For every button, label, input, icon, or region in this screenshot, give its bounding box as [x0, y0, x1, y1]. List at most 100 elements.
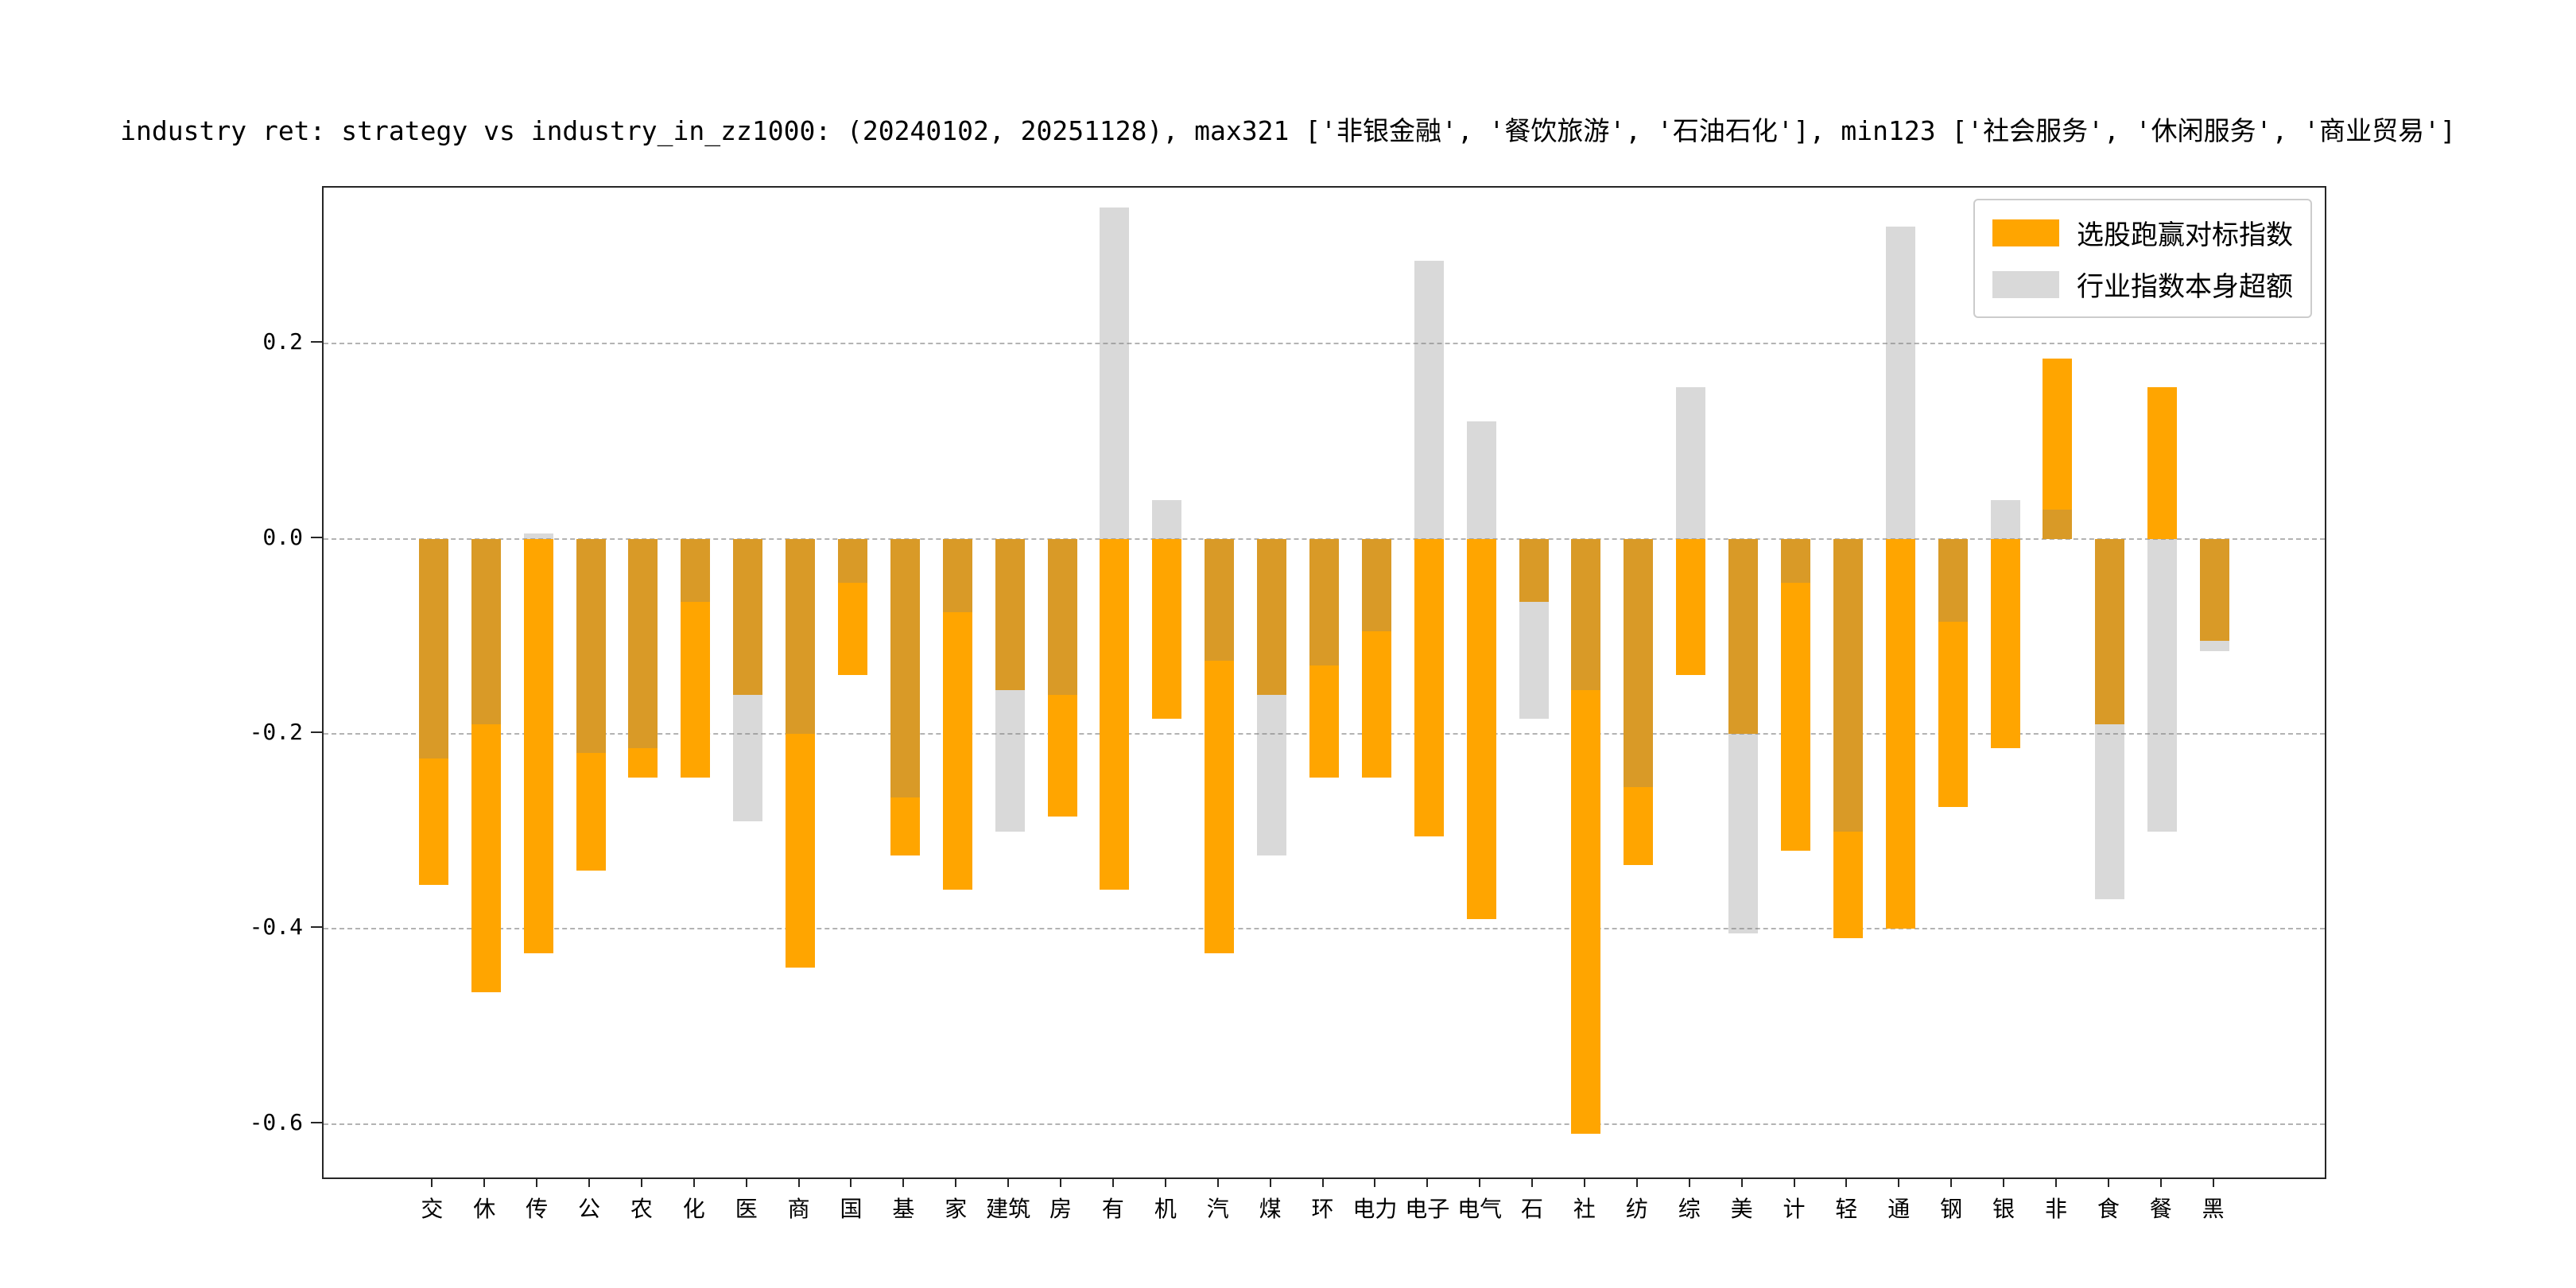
x-tick-label-轻: 轻: [1835, 1196, 1858, 1222]
bar-选股跑赢对标指数-电力: [1361, 538, 1391, 778]
bar-行业指数本身超额-纺: [1624, 538, 1654, 788]
x-tick-mark: [1479, 1177, 1481, 1187]
x-tick-mark: [2159, 1177, 2162, 1187]
bar-行业指数本身超额-社: [1571, 538, 1601, 690]
x-tick-label-基: 基: [892, 1196, 915, 1222]
x-tick-mark: [1583, 1177, 1585, 1187]
bar-行业指数本身超额-休: [471, 538, 501, 724]
x-tick-label-电气: 电气: [1457, 1196, 1503, 1222]
gridline--0.6: [324, 1123, 2325, 1125]
bar-行业指数本身超额-轻: [1833, 538, 1863, 832]
bar-选股跑赢对标指数-建筑: [995, 538, 1025, 690]
bar-行业指数本身超额-黑: [2200, 538, 2230, 651]
x-tick-mark: [1216, 1177, 1219, 1187]
x-tick-mark: [1635, 1177, 1638, 1187]
x-tick-label-机: 机: [1154, 1196, 1177, 1222]
bar-选股跑赢对标指数-银: [1990, 538, 2020, 749]
bar-行业指数本身超额-基: [890, 538, 920, 797]
gridline--0.4: [324, 928, 2325, 930]
bar-行业指数本身超额-餐: [2147, 538, 2178, 832]
x-tick-mark: [1845, 1177, 1848, 1187]
x-tick-label-有: 有: [1101, 1196, 1124, 1222]
y-tick-label-0.2: 0.2: [262, 328, 303, 355]
bar-行业指数本身超额-机: [1152, 499, 1182, 539]
x-tick-label-电力: 电力: [1352, 1196, 1398, 1222]
legend-label-strategy: 选股跑赢对标指数: [2077, 219, 2293, 251]
bar-选股跑赢对标指数-有: [1100, 538, 1130, 890]
x-tick-mark: [1531, 1177, 1534, 1187]
x-tick-label-公: 公: [578, 1196, 601, 1222]
bar-行业指数本身超额-房: [1047, 538, 1077, 695]
bar-行业指数本身超额-公: [576, 538, 606, 754]
x-tick-label-石: 石: [1521, 1196, 1544, 1222]
y-tick-label-0.0: 0.0: [262, 523, 303, 550]
x-tick-label-房: 房: [1049, 1196, 1073, 1222]
x-tick-mark: [1164, 1177, 1166, 1187]
x-tick-mark: [745, 1177, 747, 1187]
x-tick-mark: [1793, 1177, 1795, 1187]
bar-选股跑赢对标指数-计: [1781, 538, 1810, 852]
x-tick-mark: [1111, 1177, 1114, 1187]
bar-选股跑赢对标指数-商: [786, 538, 816, 968]
bar-选股跑赢对标指数-环: [1309, 538, 1339, 778]
bar-选股跑赢对标指数-房: [1047, 538, 1077, 817]
x-tick-label-通: 通: [1887, 1196, 1911, 1222]
bar-行业指数本身超额-国: [837, 538, 867, 583]
bar-行业指数本身超额-煤: [1257, 538, 1287, 856]
bar-行业指数本身超额-美: [1728, 538, 1759, 934]
bar-行业指数本身超额-汽: [1205, 538, 1235, 661]
x-tick-mark: [1688, 1177, 1690, 1187]
bar-选股跑赢对标指数-汽: [1205, 538, 1235, 953]
x-tick-label-传: 传: [526, 1196, 549, 1222]
bar-行业指数本身超额-医: [733, 538, 763, 822]
x-tick-mark: [1898, 1177, 1900, 1187]
x-tick-label-商: 商: [787, 1196, 810, 1222]
legend-item-strategy: 选股跑赢对标指数: [1992, 213, 2293, 252]
x-tick-mark: [902, 1177, 905, 1187]
bar-行业指数本身超额-农: [628, 538, 658, 749]
bar-选股跑赢对标指数-机: [1152, 538, 1182, 720]
bar-行业指数本身超额-商: [786, 538, 816, 734]
x-tick-label-钢: 钢: [1940, 1196, 1963, 1222]
bar-行业指数本身超额-传: [523, 533, 553, 539]
x-tick-label-电子: 电子: [1405, 1196, 1450, 1222]
x-tick-mark: [2107, 1177, 2109, 1187]
x-tick-label-纺: 纺: [1625, 1196, 1648, 1222]
bar-选股跑赢对标指数-通: [1885, 538, 1915, 929]
x-tick-label-休: 休: [473, 1196, 496, 1222]
plot-area: 选股跑赢对标指数 行业指数本身超额: [322, 186, 2326, 1179]
bar-选股跑赢对标指数-电子: [1414, 538, 1444, 836]
bar-选股跑赢对标指数-交: [418, 538, 448, 885]
bar-选股跑赢对标指数-休: [471, 538, 501, 992]
x-tick-mark: [1426, 1177, 1429, 1187]
bar-选股跑赢对标指数-纺: [1624, 538, 1654, 866]
bar-选股跑赢对标指数-煤: [1257, 538, 1287, 695]
x-tick-label-黑: 黑: [2202, 1196, 2225, 1222]
x-tick-label-银: 银: [1992, 1196, 2015, 1222]
y-tick-label--0.2: -0.2: [249, 718, 303, 745]
bar-选股跑赢对标指数-石: [1519, 538, 1549, 603]
y-tick-mark: [311, 536, 322, 538]
bar-选股跑赢对标指数-食: [2095, 538, 2125, 724]
bar-选股跑赢对标指数-家: [942, 538, 972, 890]
bar-选股跑赢对标指数-钢: [1938, 538, 1968, 807]
bar-选股跑赢对标指数-餐: [2147, 387, 2178, 539]
bar-选股跑赢对标指数-农: [628, 538, 658, 778]
x-tick-mark: [955, 1177, 957, 1187]
x-tick-mark: [797, 1177, 800, 1187]
x-tick-label-煤: 煤: [1259, 1196, 1282, 1222]
x-tick-mark: [850, 1177, 852, 1187]
legend: 选股跑赢对标指数 行业指数本身超额: [1973, 199, 2312, 318]
bar-选股跑赢对标指数-传: [523, 538, 553, 953]
bar-行业指数本身超额-电气: [1466, 421, 1496, 539]
y-tick-label--0.4: -0.4: [249, 914, 303, 941]
bar-行业指数本身超额-电力: [1361, 538, 1391, 632]
x-tick-label-交: 交: [421, 1196, 444, 1222]
bar-行业指数本身超额-石: [1519, 538, 1549, 720]
bar-行业指数本身超额-电子: [1414, 260, 1444, 539]
y-tick-mark: [311, 341, 322, 343]
x-tick-label-医: 医: [735, 1196, 758, 1222]
bar-行业指数本身超额-钢: [1938, 538, 1968, 622]
bar-选股跑赢对标指数-社: [1571, 538, 1601, 1134]
